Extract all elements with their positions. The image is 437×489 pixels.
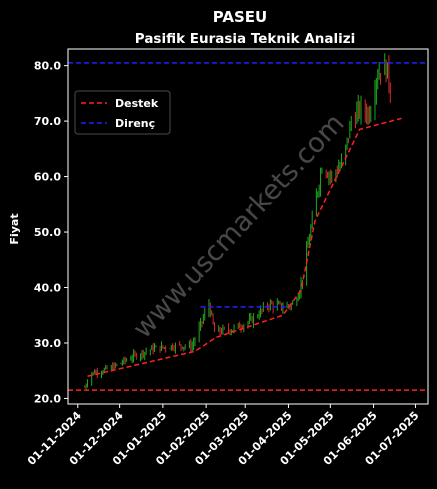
legend-label: Direnç <box>115 117 155 130</box>
y-tick-label: 50.0 <box>34 226 61 239</box>
plot-frame <box>67 48 429 405</box>
y-tick-label: 80.0 <box>34 60 61 73</box>
y-tick-label: 40.0 <box>34 282 61 295</box>
chart-title: PASEU <box>213 8 267 26</box>
y-tick-label: 60.0 <box>34 171 61 184</box>
watermark: www.uscmarkets.com <box>127 108 351 345</box>
y-axis-label: Fiyat <box>8 213 21 244</box>
y-tick-label: 30.0 <box>34 337 61 350</box>
legend-label: Destek <box>115 97 159 110</box>
y-tick-label: 20.0 <box>34 392 61 405</box>
support-trend-line <box>87 117 402 378</box>
legend: Destek Direnç <box>74 90 171 135</box>
y-tick-label: 70.0 <box>34 115 61 128</box>
chart-subtitle: Pasifik Eurasia Teknik Analizi <box>135 31 355 47</box>
